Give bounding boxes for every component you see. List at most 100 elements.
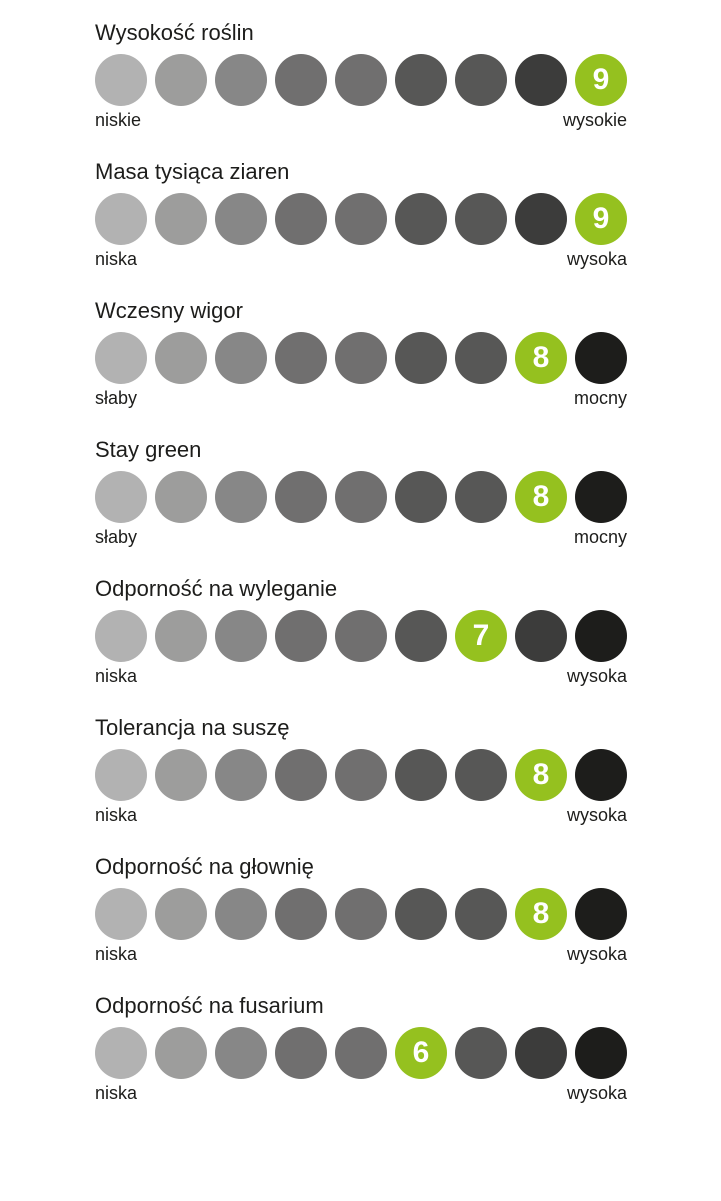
rating-dot-active: 8 (515, 888, 567, 940)
rating-dot (455, 1027, 507, 1079)
rating-value-text: 7 (473, 621, 490, 651)
rating-dot (155, 332, 207, 384)
rating-labels: niskiewysokie (95, 110, 627, 131)
rating-labels: niskawysoka (95, 1083, 627, 1104)
rating-dots-row: 8 (95, 749, 671, 801)
rating-dot (275, 332, 327, 384)
rating-dot (275, 193, 327, 245)
rating-dots-row: 7 (95, 610, 671, 662)
rating-high-label: wysokie (563, 110, 627, 131)
rating-high-label: wysoka (567, 1083, 627, 1104)
trait-block: Odporność na fusarium6niskawysoka (95, 993, 671, 1104)
rating-dot (95, 610, 147, 662)
trait-block: Wysokość roślin 9 niskiewysokie (95, 20, 671, 131)
rating-labels: słabymocny (95, 388, 627, 409)
rating-dot (575, 1027, 627, 1079)
rating-dots-row: 9 (95, 54, 671, 106)
rating-dot (215, 193, 267, 245)
rating-dots-row: 9 (95, 193, 671, 245)
rating-dot (215, 749, 267, 801)
rating-dot (395, 332, 447, 384)
rating-dot (155, 888, 207, 940)
rating-dot (575, 332, 627, 384)
rating-dot (515, 610, 567, 662)
rating-value-text: 6 (413, 1038, 430, 1068)
rating-dot (215, 332, 267, 384)
rating-dot-active: 9 (575, 193, 627, 245)
rating-dot (275, 1027, 327, 1079)
rating-dot (95, 888, 147, 940)
rating-dot (95, 749, 147, 801)
trait-title: Wysokość roślin (95, 20, 671, 46)
rating-value-text: 8 (533, 482, 550, 512)
trait-title: Tolerancja na suszę (95, 715, 671, 741)
trait-block: Stay green8słabymocny (95, 437, 671, 548)
rating-dot (455, 471, 507, 523)
rating-dot (455, 193, 507, 245)
trait-title: Wczesny wigor (95, 298, 671, 324)
rating-labels: niska wysoka (95, 944, 627, 965)
rating-dot (155, 1027, 207, 1079)
rating-dot (395, 888, 447, 940)
rating-dot-active: 8 (515, 332, 567, 384)
rating-dot-active: 6 (395, 1027, 447, 1079)
rating-dot (335, 749, 387, 801)
rating-dot-active: 7 (455, 610, 507, 662)
trait-block: Odporność na głownię 8 niska wysoka (95, 854, 671, 965)
rating-dot (215, 610, 267, 662)
rating-high-label: wysoka (567, 944, 627, 965)
rating-value-text: 8 (533, 899, 550, 929)
trait-title: Odporność na głownię (95, 854, 671, 880)
rating-dot (155, 749, 207, 801)
rating-dot (395, 610, 447, 662)
rating-dot (335, 193, 387, 245)
rating-dot (335, 54, 387, 106)
rating-high-label: wysoka (567, 666, 627, 687)
rating-dot (575, 471, 627, 523)
rating-low-label: słaby (95, 527, 137, 548)
rating-dot (335, 888, 387, 940)
rating-dot (215, 888, 267, 940)
rating-low-label: niska (95, 249, 137, 270)
rating-low-label: słaby (95, 388, 137, 409)
rating-dot (215, 471, 267, 523)
rating-dot (275, 749, 327, 801)
rating-low-label: niska (95, 805, 137, 826)
rating-dot (515, 1027, 567, 1079)
trait-block: Tolerancja na suszę 8 niska wysoka (95, 715, 671, 826)
trait-title: Odporność na wyleganie (95, 576, 671, 602)
rating-high-label: mocny (574, 527, 627, 548)
rating-dot (155, 471, 207, 523)
rating-dot (155, 193, 207, 245)
rating-dot (95, 193, 147, 245)
rating-dot (155, 610, 207, 662)
rating-low-label: niska (95, 944, 137, 965)
rating-dots-row: 8 (95, 888, 671, 940)
rating-dot (275, 471, 327, 523)
rating-dot (335, 332, 387, 384)
rating-dot (335, 471, 387, 523)
rating-dot (575, 610, 627, 662)
rating-dot (275, 888, 327, 940)
rating-dots-row: 8 (95, 471, 671, 523)
trait-title: Masa tysiąca ziaren (95, 159, 671, 185)
rating-dot (395, 749, 447, 801)
rating-labels: niskawysoka (95, 249, 627, 270)
rating-high-label: wysoka (567, 805, 627, 826)
rating-dot (395, 193, 447, 245)
rating-dot (95, 471, 147, 523)
rating-dot (575, 749, 627, 801)
rating-dot (335, 1027, 387, 1079)
rating-dot (455, 54, 507, 106)
rating-dot (455, 888, 507, 940)
rating-dot (455, 332, 507, 384)
rating-labels: słaby mocny (95, 527, 627, 548)
rating-dot (95, 332, 147, 384)
rating-dot-active: 8 (515, 749, 567, 801)
rating-dot (455, 749, 507, 801)
rating-dot (395, 54, 447, 106)
rating-dot (275, 54, 327, 106)
rating-dot (215, 54, 267, 106)
rating-value-text: 8 (533, 343, 550, 373)
trait-block: Masa tysiąca ziaren 9 niskawysoka (95, 159, 671, 270)
